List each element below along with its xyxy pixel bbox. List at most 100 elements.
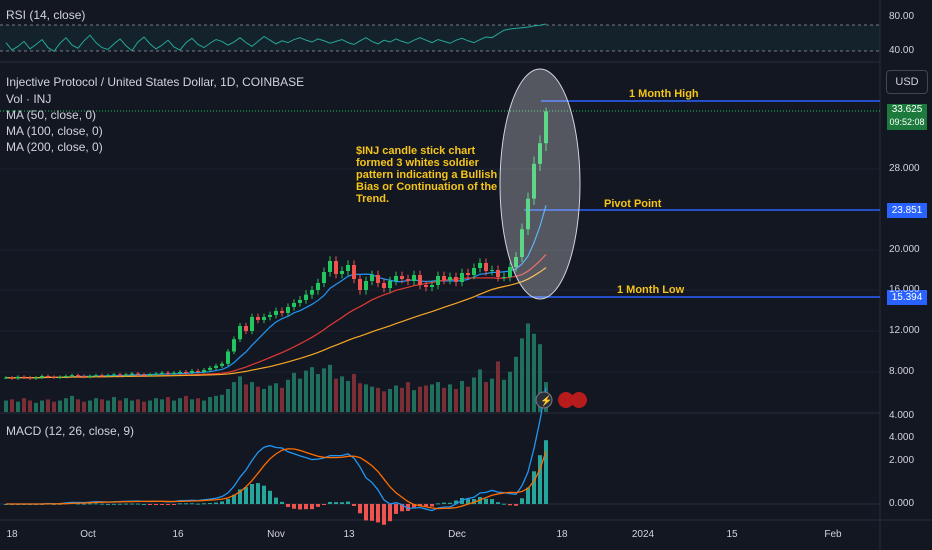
volume-bar [16,401,20,412]
macd-histogram-bar [142,504,146,505]
candle-body [238,325,242,340]
volume-bar [442,387,446,412]
candle-body [382,283,386,288]
candle-body [124,374,128,376]
event-icons: ⚡ [535,391,587,409]
volume-bar [178,398,182,412]
symbol-title: Injective Protocol / United States Dolla… [6,75,305,89]
x-axis-tick: Nov [267,529,285,540]
ma50-line [5,205,547,379]
volume-bar [478,369,482,412]
volume-bar [166,397,170,412]
macd-histogram-bar [418,504,422,506]
currency-button[interactable]: USD [886,70,928,94]
macd-histogram-bar [196,503,200,505]
month-high-label: 1 Month High [629,88,699,100]
low-price-label: 15.394 [887,290,927,305]
countdown: 09:52:08 [889,117,925,127]
volume-bar [424,385,428,412]
candle-body [436,276,440,285]
volume-bar [340,376,344,412]
volume-bar [298,378,302,412]
candle-body [250,316,254,331]
x-axis-tick: 16 [172,529,184,540]
volume-bar [496,361,500,412]
candle-body [202,369,206,372]
price-axis-tick: 16.000 [889,284,920,295]
macd-histogram-bar [130,503,134,505]
price-axis-tick: 28.000 [889,163,920,174]
candle-body [196,370,200,372]
volume-bar [64,398,68,412]
macd-histogram-bar [166,504,170,505]
candle-body [424,285,428,287]
macd-histogram-bar [502,503,506,505]
volume-bar [184,395,188,412]
volume-bar [154,398,158,412]
volume-bar [280,387,284,412]
macd-histogram-bar [94,503,98,505]
macd-histogram-bar [160,504,164,505]
macd-histogram-bar [322,504,326,505]
volume-label: Vol · INJ [6,92,52,106]
macd-histogram-bar [310,504,314,510]
macd-histogram-bar [364,504,368,521]
macd-histogram-bar [466,498,470,504]
rsi-label: RSI (14, close) [6,8,86,22]
macd-histogram-bar [370,504,374,521]
macd-label: MACD (12, 26, close, 9) [6,424,135,438]
macd-histogram-bar [406,504,410,511]
volume-bar [160,399,164,412]
candle-body [58,376,62,378]
macd-histogram-bar [106,503,110,505]
macd-histogram-bar [508,504,512,506]
volume-bar [142,401,146,412]
candle-body [280,310,284,313]
moving-averages [5,205,547,379]
price-level-lines [0,100,880,298]
candle-body [448,277,452,280]
volume-bar [436,382,440,412]
candle-body [394,276,398,281]
candle-body [340,271,344,274]
macd-axis-tick: 0.000 [889,498,915,509]
macd-histogram-bar [544,440,548,504]
volume-bar [76,399,80,412]
candle-body [226,351,230,364]
pattern-note-line: Bias or Continuation of the [356,181,498,193]
volume-bar [148,400,152,412]
us-flag-icon-2 [571,392,587,408]
volume-bar [106,400,110,412]
candle-body [400,276,404,279]
volume-bar [244,384,248,412]
ma50-label: MA (50, close, 0) [6,108,97,122]
ma200-label: MA (200, close, 0) [6,140,103,154]
macd-line [6,387,547,512]
macd-histogram-bar [304,504,308,510]
candle-body [544,111,548,144]
candle-body [364,281,368,290]
volume-bar [88,400,92,412]
rsi-axis-tick: 40.00 [889,45,915,56]
volume-bar [382,391,386,412]
candle-body [64,376,68,377]
x-axis-tick: 2024 [631,529,655,540]
candle-body [502,277,506,278]
candle-body [292,302,296,307]
volume-bar [460,380,464,412]
candle-body [406,279,410,281]
candle-body [178,372,182,373]
volume-bar [4,400,8,412]
candle-body [388,281,392,288]
candle-body [490,270,494,271]
volume-bar [484,382,488,412]
pattern-highlight-ellipse [499,68,581,300]
macd-histogram-bar [496,502,500,504]
candle-body [40,376,44,378]
volume-bar [388,389,392,412]
volume-bar [316,374,320,412]
macd-histogram-bar [280,501,284,504]
candle-body [496,270,500,277]
macd-histogram-bar [334,502,338,504]
volume-bar [466,386,470,412]
